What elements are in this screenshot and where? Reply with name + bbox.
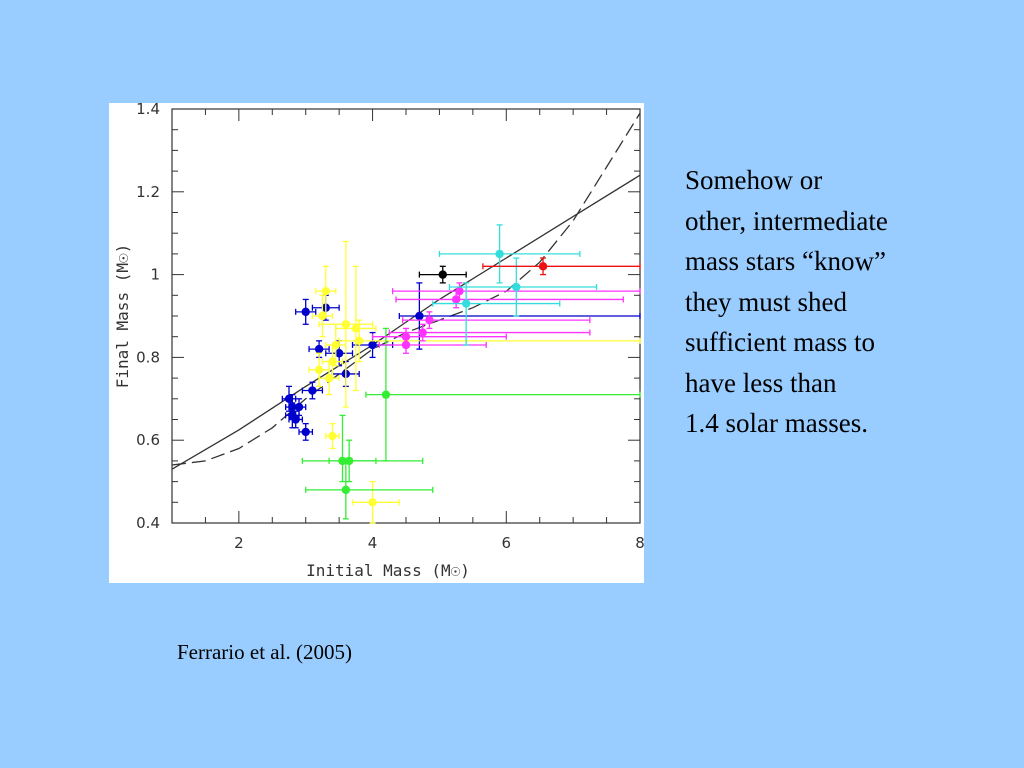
data-point [341,485,351,495]
data-point [512,282,521,292]
y-tick-label: 1.4 [136,103,160,118]
y-tick-label: 1 [150,266,160,284]
data-point [308,386,317,395]
data-point [425,315,434,325]
data-point [538,262,548,271]
data-point [334,349,344,358]
data-point [328,431,337,441]
data-point [368,498,377,507]
data-point [461,299,471,308]
data-point [401,340,411,350]
y-tick-label: 0.6 [136,431,160,449]
data-point [381,390,391,399]
data-point [328,357,337,366]
data-point [314,365,324,375]
body-line: 1.4 solar masses. [685,408,868,438]
data-point [301,427,310,437]
data-point [351,324,361,333]
x-tick-label: 4 [368,534,378,552]
data-point [418,328,427,337]
y-axis-title: Final Mass (M☉) [113,244,132,389]
initial-final-mass-chart: 2 4 6 8 0.4 0.6 0.8 1 1.2 1.4 Initial Mass (M☉) Fin… [113,103,644,580]
body-line: sufficient mass to [685,327,875,357]
citation-text: Ferrario et al. (2005) [177,640,352,664]
body-line: other, intermediate [685,205,888,236]
data-point [341,320,351,329]
body-line: have less than [685,367,837,398]
data-point [455,286,464,296]
data-point [294,402,304,412]
body-line: mass stars “know” [685,246,886,276]
data-point [495,249,504,259]
y-tick-label: 0.8 [136,348,160,366]
data-point [324,373,334,383]
data-point [331,340,340,350]
x-tick-label: 8 [635,534,644,552]
body-line: they must shed [685,286,847,317]
data-point [321,286,330,296]
data-point [284,394,294,403]
data-point [291,415,300,424]
dashed-relation-curve [171,112,641,466]
x-axis-title: Initial Mass (M☉) [306,561,470,580]
x-tick-label: 6 [502,534,512,552]
solid-relation-curve [171,174,641,470]
data-point [438,270,447,279]
body-line: Somehow or [685,165,823,195]
y-tick-label: 0.4 [136,514,160,532]
chart-panel: 2 4 6 8 0.4 0.6 0.8 1 1.2 1.4 Initial Mass (M☉) Fin… [109,103,644,583]
data-point [301,307,310,317]
data-point [314,344,324,354]
data-point [451,295,461,304]
data-point [318,311,327,321]
data-point [415,311,424,321]
data-point [344,456,354,466]
data-point [368,340,377,350]
x-tick-label: 2 [234,534,244,552]
y-tick-label: 1.2 [136,183,160,201]
data-point [355,336,364,346]
slide-body-text: Somehow or other, intermediate mass star… [685,160,985,444]
